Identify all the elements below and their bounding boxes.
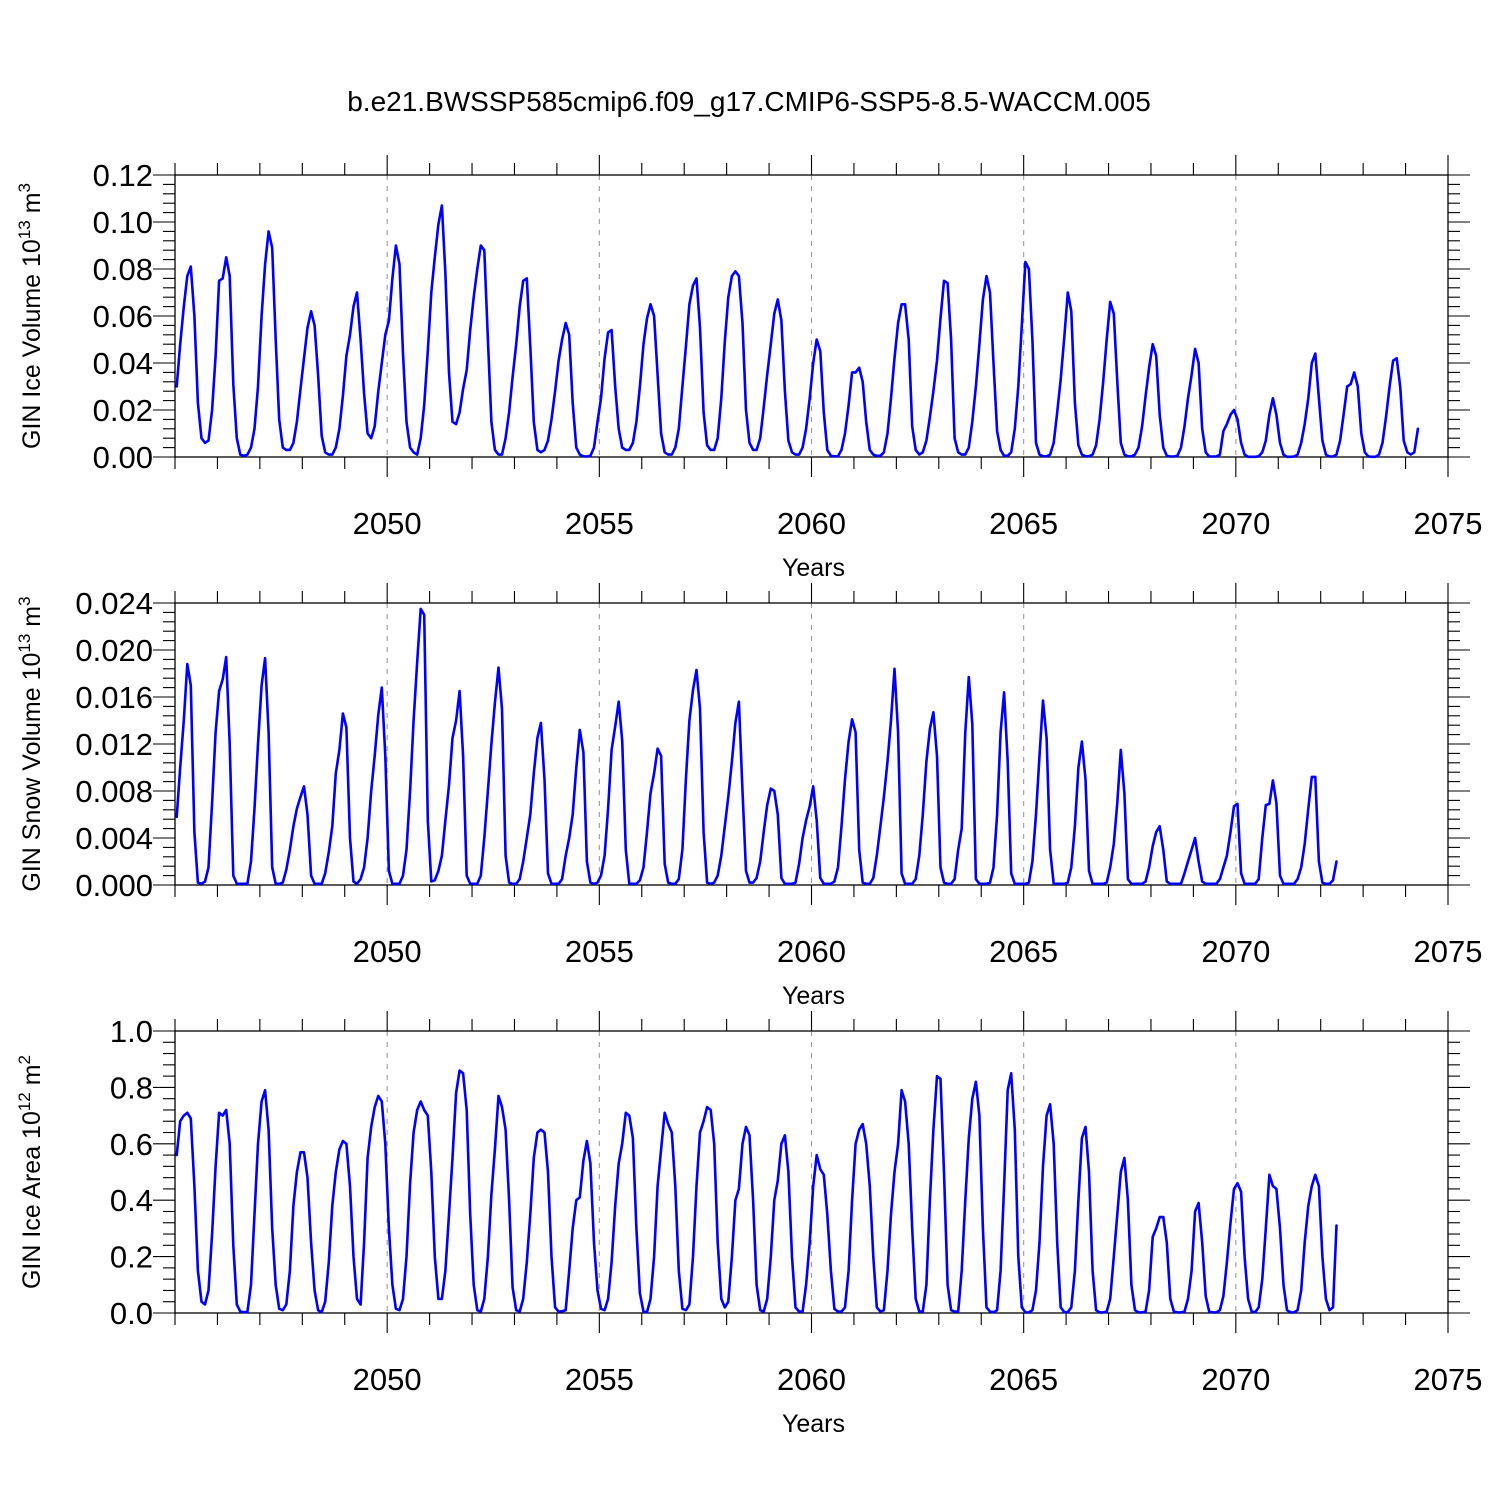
y-tick-label: 0.12 [93, 158, 153, 193]
x-tick-label: 2075 [1414, 506, 1483, 541]
x-tick-label: 2075 [1414, 934, 1483, 969]
y-tick-label: 0.020 [75, 633, 153, 668]
y-axis-title-text: GIN Ice Volume 10 [18, 239, 46, 449]
panel-snow-volume: 2050 2055 2060 2065 2070 2075 0.000 0.004 0.008 0… [15, 583, 1482, 1010]
y-tick-label: 0.00 [93, 440, 153, 475]
series-line-snow-volume [175, 607, 1338, 886]
y-axis-title-unit-exponent: 3 [15, 596, 34, 605]
x-tick-label: 2060 [777, 506, 846, 541]
panel-ice-volume: 2050 2055 2060 2065 2070 2075 0.00 0.02 0.04 0.06… [15, 155, 1482, 582]
y-axis-title-exponent: 13 [15, 220, 34, 239]
panel-ice-area: 2050 2055 2060 2065 2070 2075 0.0 0.2 0.4 0.6 0.8 1… [15, 1011, 1482, 1438]
y-axis-title-unit: m [18, 606, 46, 634]
series-line-ice-area [175, 1069, 1338, 1314]
y-axis-title-text: GIN Snow Volume 10 [18, 653, 46, 892]
y-tick-label: 0.06 [93, 299, 153, 334]
x-tick-label: 2055 [565, 506, 634, 541]
y-tick-label: 0.10 [93, 205, 153, 240]
x-axis-title: Years [782, 554, 845, 582]
y-tick-label: 0.08 [93, 252, 153, 287]
y-axis-title-unit: m [18, 1064, 46, 1092]
y-axis-title-unit-exponent: 3 [15, 183, 34, 192]
series-line-ice-volume [175, 204, 1420, 459]
x-tick-label: 2065 [989, 934, 1058, 969]
x-tick-label: 2070 [1201, 934, 1270, 969]
figure-title: b.e21.BWSSP585cmip6.f09_g17.CMIP6-SSP5-8… [347, 86, 1151, 117]
y-tick-label: 0.0 [110, 1296, 153, 1331]
x-tick-label: 2050 [353, 934, 422, 969]
x-tick-label: 2075 [1414, 1362, 1483, 1397]
y-tick-label: 0.2 [110, 1240, 153, 1275]
x-tick-label: 2065 [989, 506, 1058, 541]
y-tick-label: 0.004 [75, 821, 153, 856]
y-tick-label: 0.02 [93, 393, 153, 428]
y-axis-title: GIN Ice Volume 1013 m3 [15, 183, 46, 449]
y-tick-label: 0.024 [75, 586, 153, 621]
y-tick-label: 1.0 [110, 1014, 153, 1049]
y-tick-label: 0.8 [110, 1070, 153, 1105]
y-tick-label: 0.04 [93, 346, 153, 381]
x-tick-label: 2060 [777, 1362, 846, 1397]
y-axis-title-unit: m [18, 192, 46, 220]
y-tick-label: 0.008 [75, 774, 153, 809]
y-axis-title-unit-exponent: 2 [15, 1055, 34, 1064]
y-axis-title-exponent: 12 [15, 1092, 34, 1111]
x-tick-label: 2050 [353, 1362, 422, 1397]
x-tick-label: 2050 [353, 506, 422, 541]
y-tick-label: 0.4 [110, 1183, 153, 1218]
x-axis-title: Years [782, 982, 845, 1010]
y-axis-title-exponent: 13 [15, 634, 34, 653]
x-tick-label: 2065 [989, 1362, 1058, 1397]
y-axis-title: GIN Snow Volume 1013 m3 [15, 596, 46, 891]
x-tick-label: 2070 [1201, 1362, 1270, 1397]
y-axis-title-text: GIN Ice Area 10 [18, 1111, 46, 1289]
x-tick-label: 2055 [565, 934, 634, 969]
x-tick-label: 2070 [1201, 506, 1270, 541]
x-axis-title: Years [782, 1410, 845, 1438]
y-tick-label: 0.016 [75, 680, 153, 715]
x-tick-label: 2055 [565, 1362, 634, 1397]
y-tick-label: 0.000 [75, 868, 153, 903]
y-tick-label: 0.012 [75, 727, 153, 762]
y-tick-label: 0.6 [110, 1127, 153, 1162]
x-tick-label: 2060 [777, 934, 846, 969]
y-axis-title: GIN Ice Area 1012 m2 [15, 1055, 46, 1289]
